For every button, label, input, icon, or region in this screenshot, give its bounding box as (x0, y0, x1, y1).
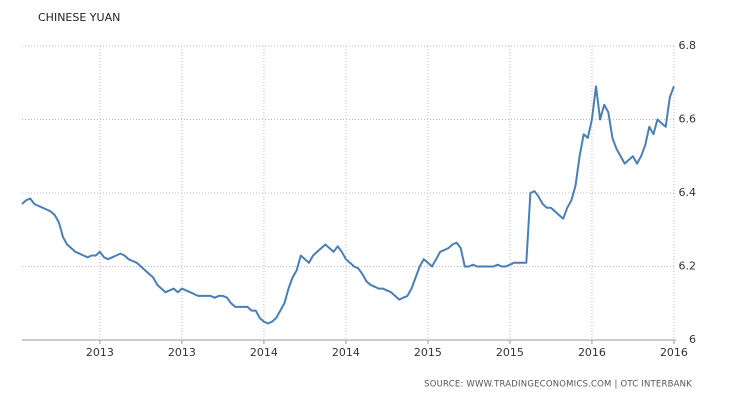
price-line (21, 85, 675, 325)
x-tick-label: 2015 (414, 346, 442, 359)
y-tick-label: 6.2 (679, 260, 697, 273)
y-tick-label: 6 (689, 333, 696, 346)
x-tick-label: 2015 (496, 346, 524, 359)
x-tick-label: 2016 (660, 346, 688, 359)
y-tick-label: 6.4 (679, 186, 697, 199)
y-tick-label: 6.6 (679, 113, 697, 126)
source: SOURCE: WWW.TRADINGECONOMICS.COM | OTC I… (424, 380, 692, 390)
x-tick-label: 2014 (250, 346, 278, 359)
x-tick-label: 2014 (332, 346, 360, 359)
x-tick-label: 2016 (578, 346, 606, 359)
x-tick-label: 2013 (86, 346, 114, 359)
y-tick-label: 6.8 (679, 39, 697, 52)
chart-title: CHINESE YUAN (38, 11, 120, 24)
x-tick-label: 2013 (168, 346, 196, 359)
